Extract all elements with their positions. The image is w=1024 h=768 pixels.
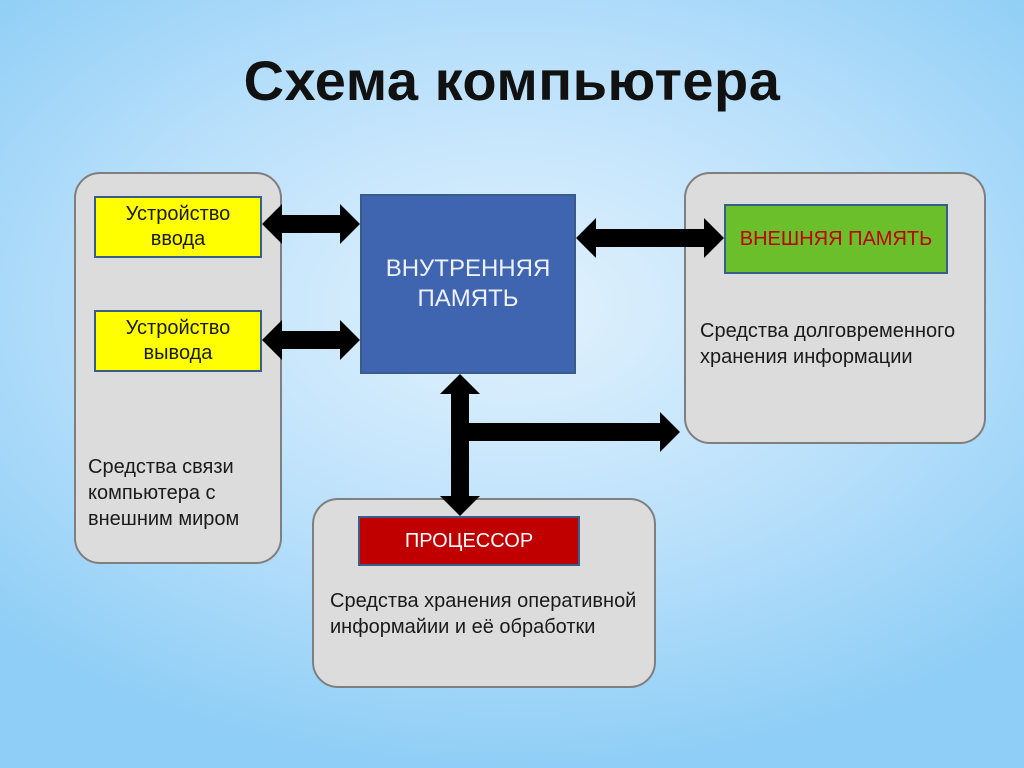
node-input-label: Устройство ввода	[100, 202, 256, 252]
node-processor: ПРОЦЕССОР	[358, 516, 580, 566]
node-internal-memory: ВНУТРЕННЯЯ ПАМЯТЬ	[360, 194, 576, 374]
node-output-label: Устройство вывода	[100, 316, 256, 366]
node-external-memory: ВНЕШНЯЯ ПАМЯТЬ	[724, 204, 948, 274]
caption-cpu: Средства хранения оперативной информайии…	[330, 588, 650, 640]
page-title: Схема компьютера	[0, 48, 1024, 113]
node-input-device: Устройство ввода	[94, 196, 262, 258]
node-output-device: Устройство вывода	[94, 310, 262, 372]
caption-external: Средства долговременного хранения информ…	[700, 318, 980, 370]
caption-io: Средства связи компьютера с внешним миро…	[88, 454, 276, 532]
node-memory-label: ВНУТРЕННЯЯ ПАМЯТЬ	[366, 254, 570, 314]
node-ext-label: ВНЕШНЯЯ ПАМЯТЬ	[740, 227, 933, 252]
node-cpu-label: ПРОЦЕССОР	[405, 529, 533, 554]
